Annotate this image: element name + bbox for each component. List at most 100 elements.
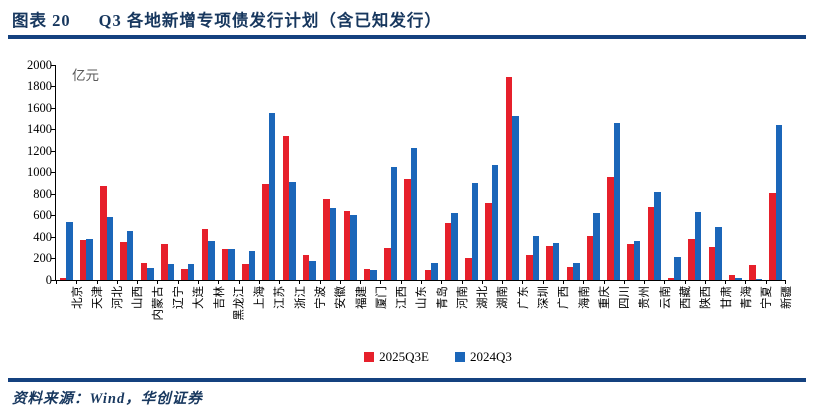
y-axis-tick <box>51 193 55 195</box>
bar-2025Q3E-陕西 <box>688 239 695 280</box>
x-axis-tick <box>644 280 645 284</box>
bar-group-山东 <box>401 65 421 280</box>
bar-2025Q3E-江苏 <box>262 184 269 280</box>
x-axis-tick <box>745 280 746 284</box>
y-axis-tick <box>51 64 55 66</box>
x-axis-tick <box>441 280 442 284</box>
bar-2024Q3-四川 <box>613 123 621 280</box>
x-axis-label-青岛: 青岛 <box>436 286 449 309</box>
x-axis-label-云南: 云南 <box>659 286 672 309</box>
bar-2025Q3E-北京 <box>59 278 67 280</box>
x-axis-tick <box>178 280 179 284</box>
x-axis-label-陕西: 陕西 <box>700 286 713 309</box>
bar-group-天津 <box>76 65 96 280</box>
y-axis-tick <box>51 257 55 259</box>
x-axis-label-湖南: 湖南 <box>497 286 510 309</box>
y-axis-tick-label: 1600 <box>27 101 52 115</box>
bar-group-深圳 <box>522 65 542 280</box>
x-axis-tick <box>117 280 118 284</box>
bar-2025Q3E-青岛 <box>424 270 432 280</box>
bar-group-云南 <box>644 65 664 280</box>
bar-2025Q3E-湖北 <box>465 258 472 280</box>
x-axis-tick <box>97 280 98 284</box>
figure-header: 图表 20 Q3 各地新增专项债发行计划（含已知发行） <box>12 6 442 32</box>
bar-2024Q3-福建 <box>350 215 357 280</box>
bar-2024Q3-青海 <box>735 278 742 280</box>
x-axis-label-山西: 山西 <box>132 286 145 309</box>
bar-group-海南 <box>563 65 583 280</box>
x-axis-label-重庆: 重庆 <box>598 286 611 309</box>
bar-group-陕西 <box>685 65 705 280</box>
x-axis-label-宁波: 宁波 <box>314 286 327 309</box>
x-axis-tick <box>56 280 57 284</box>
bar-2024Q3-辽宁 <box>167 264 174 280</box>
bar-group-安徽 <box>320 65 340 280</box>
bar-group-四川 <box>604 65 624 280</box>
x-axis-tick <box>664 280 665 284</box>
x-axis-label-内蒙古: 内蒙古 <box>152 286 165 321</box>
bar-2024Q3-甘肃 <box>715 227 722 280</box>
y-axis-tick-label: 1000 <box>27 165 52 179</box>
bar-2024Q3-湖南 <box>491 165 499 280</box>
bar-group-河南 <box>441 65 461 280</box>
x-axis-label-青海: 青海 <box>740 286 753 309</box>
y-axis-tick-label: 800 <box>33 187 52 201</box>
bar-2024Q3-吉林 <box>208 241 215 280</box>
bar-group-大连 <box>178 65 198 280</box>
legend-item-2025q3e: 2025Q3E <box>364 349 429 365</box>
y-axis-tick-label: 0 <box>45 273 52 287</box>
bar-2025Q3E-山西 <box>120 242 127 280</box>
bar-group-广西 <box>543 65 563 280</box>
x-axis-tick <box>259 280 260 284</box>
x-axis-label-浙江: 浙江 <box>294 286 307 309</box>
x-axis-tick <box>685 280 686 284</box>
x-axis-label-黑龙江: 黑龙江 <box>233 286 246 321</box>
x-axis-label-贵州: 贵州 <box>639 286 652 309</box>
figure-label: 图表 20 <box>12 11 71 30</box>
bar-group-河北 <box>97 65 117 280</box>
x-axis-tick <box>705 280 706 284</box>
bar-2024Q3-安徽 <box>329 208 337 280</box>
bar-2024Q3-上海 <box>248 251 256 280</box>
bar-2025Q3E-海南 <box>566 267 574 280</box>
bar-group-辽宁 <box>157 65 177 280</box>
bar-group-内蒙古 <box>137 65 157 280</box>
bar-2024Q3-广西 <box>552 243 560 280</box>
bar-2024Q3-天津 <box>86 239 93 280</box>
x-axis-tick <box>380 280 381 284</box>
bar-2024Q3-河北 <box>106 217 114 280</box>
x-axis-tick <box>725 280 726 284</box>
bar-2025Q3E-浙江 <box>282 136 290 280</box>
bar-2024Q3-陕西 <box>694 212 702 280</box>
bar-2025Q3E-新疆 <box>769 193 776 280</box>
footer-divider <box>8 378 806 382</box>
bar-group-山西 <box>117 65 137 280</box>
bar-2025Q3E-重庆 <box>586 236 594 280</box>
bar-2025Q3E-贵州 <box>627 244 634 280</box>
x-axis-tick <box>320 280 321 284</box>
bar-group-吉林 <box>198 65 218 280</box>
y-axis-tick <box>51 214 55 216</box>
bar-group-江西 <box>380 65 400 280</box>
x-axis-label-湖北: 湖北 <box>477 286 490 309</box>
y-axis-unit-label: 亿元 <box>72 68 99 83</box>
bar-2024Q3-深圳 <box>532 236 539 280</box>
bar-2025Q3E-宁夏 <box>749 265 756 280</box>
x-axis-label-新疆: 新疆 <box>781 286 794 309</box>
x-axis-label-福建: 福建 <box>355 286 368 309</box>
x-axis-tick <box>624 280 625 284</box>
bar-2025Q3E-天津 <box>79 240 87 280</box>
bar-2025Q3E-深圳 <box>526 255 533 280</box>
bar-group-新疆 <box>766 65 786 280</box>
bar-group-黑龙江 <box>218 65 238 280</box>
x-axis-label-上海: 上海 <box>254 286 267 309</box>
bar-2024Q3-厦门 <box>370 270 377 280</box>
bar-2024Q3-海南 <box>573 263 580 280</box>
bar-group-重庆 <box>583 65 603 280</box>
y-axis-tick <box>51 279 55 281</box>
x-axis-label-安徽: 安徽 <box>335 286 348 309</box>
y-axis-tick <box>51 107 55 109</box>
bar-2024Q3-西藏 <box>674 257 681 280</box>
bar-2025Q3E-内蒙古 <box>140 263 148 280</box>
